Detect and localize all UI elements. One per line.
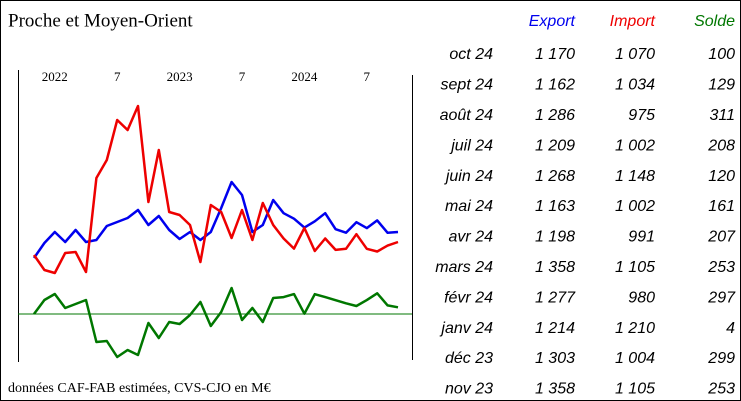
series-line	[32, 180, 399, 259]
cell: 207	[707, 229, 736, 246]
x-tick-label: 7	[239, 69, 246, 84]
row-label: nov 23	[445, 381, 493, 398]
series-line	[32, 104, 399, 275]
row-label: févr 24	[444, 289, 493, 306]
cell: 253	[707, 259, 735, 276]
cell: 1 163	[535, 198, 575, 215]
cell: 1 002	[615, 198, 655, 215]
cell: 1 170	[535, 46, 575, 63]
cell: 120	[708, 168, 735, 185]
cell: 1 286	[535, 107, 575, 124]
row-label: mai 24	[445, 198, 493, 215]
cell: 1 004	[615, 350, 655, 367]
row-label: juil 24	[449, 137, 493, 154]
cell: 1 162	[535, 77, 575, 94]
cell: 975	[628, 107, 655, 124]
x-tick-label: 7	[114, 69, 121, 84]
cell: 4	[726, 320, 735, 337]
cell: 297	[707, 289, 736, 306]
cell: 311	[709, 107, 735, 124]
row-label: mars 24	[435, 259, 493, 276]
row-label: juin 24	[444, 168, 493, 185]
cell: 1 002	[615, 137, 655, 154]
column-header: Solde	[694, 13, 735, 30]
x-tick-label: 2022	[42, 69, 68, 84]
row-label: janv 24	[439, 320, 493, 337]
cell: 161	[708, 198, 735, 215]
x-tick-label: 2024	[291, 69, 318, 84]
cell: 1 214	[535, 320, 575, 337]
cell: 100	[708, 46, 735, 63]
cell: 1 210	[615, 320, 655, 337]
row-label: août 24	[440, 107, 493, 124]
cell: 208	[707, 137, 735, 154]
footnote: données CAF-FAB estimées, CVS-CJO en M€	[8, 381, 271, 396]
cell: 1 070	[615, 46, 655, 63]
row-label: avr 24	[449, 229, 494, 246]
x-tick-label: 7	[364, 69, 371, 84]
column-header: Export	[529, 13, 576, 30]
cell: 1 303	[535, 350, 575, 367]
cell: 1 277	[535, 289, 576, 306]
cell: 1 034	[615, 77, 655, 94]
column-header: Import	[610, 13, 656, 30]
cell: 1 358	[535, 259, 575, 276]
cell: 991	[628, 229, 655, 246]
cell: 980	[628, 289, 655, 306]
cell: 1 105	[615, 381, 655, 398]
cell: 253	[707, 381, 735, 398]
cell: 1 198	[535, 229, 575, 246]
row-label: sept 24	[441, 77, 494, 94]
cell: 129	[708, 77, 735, 94]
row-label: déc 23	[445, 350, 493, 367]
cell: 1 268	[535, 168, 575, 185]
cell: 1 148	[615, 168, 655, 185]
series-line	[32, 286, 399, 359]
title: Proche et Moyen-Orient	[8, 10, 193, 31]
cell: 1 105	[615, 259, 655, 276]
cell: 1 209	[535, 137, 575, 154]
cell: 1 358	[535, 381, 575, 398]
row-label: oct 24	[449, 46, 493, 63]
x-tick-label: 2023	[167, 69, 193, 84]
cell: 299	[707, 350, 735, 367]
